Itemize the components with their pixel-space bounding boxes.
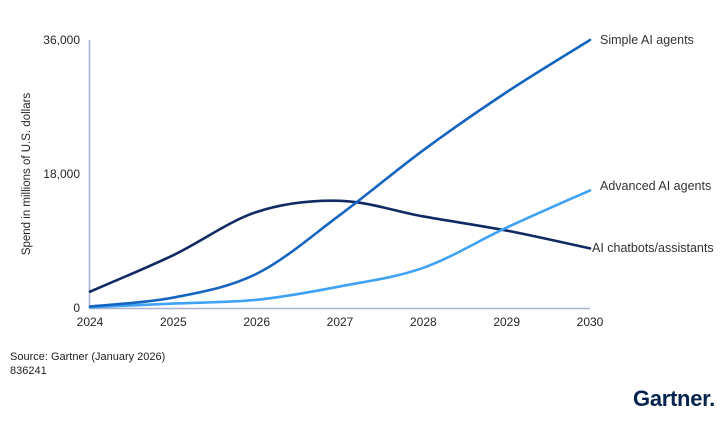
y-tick-label: 36,000 — [43, 33, 80, 47]
series-label-advanced-ai-agents: Advanced AI agents — [600, 179, 712, 193]
x-tick-label: 2026 — [243, 315, 270, 329]
series-label-ai-chatbots-assistants: AI chatbots/assistants — [592, 241, 714, 255]
gartner-logo: Gartner. — [633, 386, 715, 411]
series-line-ai-chatbots-assistants — [88, 199, 592, 293]
y-tick-label: 18,000 — [43, 167, 80, 181]
y-tick-label: 0 — [73, 301, 80, 315]
line-chart: 0 18,000 36,000 2024 2025 2026 2027 2028 2029 203… — [43, 33, 604, 329]
series-line-simple-ai-agents — [88, 38, 592, 308]
x-tick-label: 2027 — [327, 315, 354, 329]
x-tick-label: 2030 — [577, 315, 604, 329]
document-number: 836241 — [10, 365, 47, 377]
x-tick-label: 2028 — [410, 315, 437, 329]
series-line-advanced-ai-agents — [88, 189, 592, 309]
source-line: Source: Gartner (January 2026) — [10, 351, 166, 363]
source-block: Source: Gartner (January 2026) 836241 — [10, 350, 165, 378]
x-tick-label: 2025 — [160, 315, 187, 329]
series-label-simple-ai-agents: Simple AI agents — [600, 33, 694, 47]
x-tick-label: 2029 — [493, 315, 520, 329]
x-tick-label: 2024 — [77, 315, 104, 329]
